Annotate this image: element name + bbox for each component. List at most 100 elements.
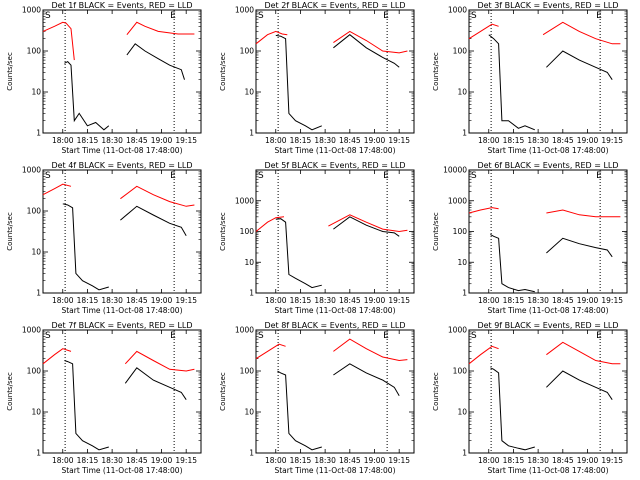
y-tick-label: 10 (244, 258, 254, 267)
plot-frame (255, 329, 415, 454)
start-marker-label: S (45, 171, 51, 181)
chart-title: Det 9f BLACK = Events, RED = LLD (477, 321, 618, 330)
y-tick-label: 100 (240, 367, 255, 376)
x-tick-label: 19:00 (577, 296, 599, 305)
end-marker-label: E (170, 331, 176, 341)
y-tick-label: 10 (244, 88, 254, 97)
x-tick-label: 19:15 (388, 456, 410, 465)
chart-title: Det 3f BLACK = Events, RED = LLD (477, 1, 618, 10)
y-tick-label: 1 (249, 449, 254, 458)
chart-title: Det 6f BLACK = Events, RED = LLD (477, 161, 618, 170)
plot-frame (42, 329, 202, 454)
y-axis-label: Counts/sec (6, 372, 14, 411)
x-tick-label: 18:00 (52, 456, 74, 465)
y-axis-label: Counts/sec (219, 52, 227, 91)
x-tick-label: 18:30 (101, 136, 123, 145)
series-line-red (468, 21, 621, 45)
x-tick-label: 18:00 (265, 136, 287, 145)
chart-title: Det 5f BLACK = Events, RED = LLD (264, 161, 405, 170)
x-axis-label: Start Time (11-Oct-08 17:48:00) (274, 466, 395, 475)
y-tick-label: 1000 (22, 6, 41, 15)
chart-panel: Det 5f BLACK = Events, RED = LLD Start Ti… (219, 161, 415, 315)
x-tick-label: 18:15 (77, 456, 99, 465)
x-tick-label: 18:00 (265, 296, 287, 305)
y-tick-label: 1000 (448, 326, 467, 335)
series-line-black (490, 234, 613, 293)
y-tick-label: 1 (36, 449, 41, 458)
start-marker-label: S (471, 171, 477, 181)
x-tick-label: 18:15 (290, 296, 312, 305)
x-tick-label: 18:45 (552, 136, 574, 145)
y-axis-label: Counts/sec (219, 212, 227, 251)
chart-title: Det 4f BLACK = Events, RED = LLD (51, 161, 192, 170)
y-tick-label: 100 (27, 207, 42, 216)
x-tick-label: 18:15 (503, 456, 525, 465)
series-line-red (255, 338, 408, 362)
end-marker-label: E (596, 11, 602, 21)
series-line-red (255, 214, 408, 233)
series-line-red (42, 21, 195, 61)
chart-title: Det 8f BLACK = Events, RED = LLD (264, 321, 405, 330)
x-tick-label: 18:00 (478, 456, 500, 465)
x-tick-label: 18:45 (552, 456, 574, 465)
y-tick-label: 1 (462, 129, 467, 138)
y-tick-label: 1000 (22, 326, 41, 335)
y-tick-label: 100 (453, 367, 468, 376)
chart-title: Det 7f BLACK = Events, RED = LLD (51, 321, 192, 330)
x-tick-label: 18:45 (339, 296, 361, 305)
x-tick-label: 18:45 (126, 296, 148, 305)
x-tick-label: 18:30 (527, 456, 549, 465)
y-tick-label: 1000 (235, 196, 254, 205)
end-marker-label: E (383, 331, 389, 341)
chart-panel: Det 8f BLACK = Events, RED = LLD Start Ti… (219, 321, 415, 475)
chart-panel: Det 3f BLACK = Events, RED = LLD Start Ti… (432, 1, 628, 155)
x-tick-label: 18:00 (52, 136, 74, 145)
plot-frame (468, 329, 628, 454)
x-tick-label: 18:45 (126, 456, 148, 465)
x-axis-label: Start Time (11-Oct-08 17:48:00) (487, 306, 608, 315)
y-axis-label: Counts/sec (219, 372, 227, 411)
x-tick-label: 18:30 (527, 136, 549, 145)
series-line-red (42, 183, 195, 207)
y-tick-label: 100 (27, 367, 42, 376)
start-marker-label: S (258, 171, 264, 181)
end-marker-label: E (383, 11, 389, 21)
y-tick-label: 1000 (235, 326, 254, 335)
y-tick-label: 10 (457, 258, 467, 267)
start-marker-label: S (258, 331, 264, 341)
end-marker-label: E (383, 171, 389, 181)
y-tick-label: 1 (36, 129, 41, 138)
plot-frame (468, 169, 628, 294)
series-line-black (488, 34, 613, 131)
x-axis-label: Start Time (11-Oct-08 17:48:00) (274, 306, 395, 315)
x-tick-label: 18:30 (101, 456, 123, 465)
series-line-red (255, 30, 408, 54)
series-line-red (468, 207, 621, 218)
x-axis-label: Start Time (11-Oct-08 17:48:00) (487, 146, 608, 155)
y-tick-label: 10 (31, 248, 41, 257)
y-tick-label: 1000 (448, 196, 467, 205)
y-tick-label: 10 (457, 88, 467, 97)
x-tick-label: 18:15 (503, 136, 525, 145)
x-tick-label: 19:00 (577, 136, 599, 145)
x-tick-label: 19:15 (601, 296, 623, 305)
x-tick-label: 19:15 (601, 136, 623, 145)
y-tick-label: 1000 (235, 6, 254, 15)
y-tick-label: 1 (249, 289, 254, 298)
x-axis-label: Start Time (11-Oct-08 17:48:00) (61, 466, 182, 475)
x-tick-label: 19:15 (388, 136, 410, 145)
start-marker-label: S (258, 11, 264, 21)
y-tick-label: 10 (31, 88, 41, 97)
plot-frame (468, 9, 628, 134)
end-marker-label: E (596, 171, 602, 181)
x-axis-label: Start Time (11-Oct-08 17:48:00) (61, 146, 182, 155)
end-marker-label: E (170, 171, 176, 181)
x-tick-label: 18:00 (478, 136, 500, 145)
y-tick-label: 1 (462, 289, 467, 298)
x-tick-label: 18:30 (314, 136, 336, 145)
x-tick-label: 18:45 (126, 136, 148, 145)
x-tick-label: 18:15 (290, 456, 312, 465)
chart-panel: Det 1f BLACK = Events, RED = LLD Start Ti… (6, 1, 202, 155)
chart-panel: Det 7f BLACK = Events, RED = LLD Start Ti… (6, 321, 202, 475)
end-marker-label: E (170, 11, 176, 21)
